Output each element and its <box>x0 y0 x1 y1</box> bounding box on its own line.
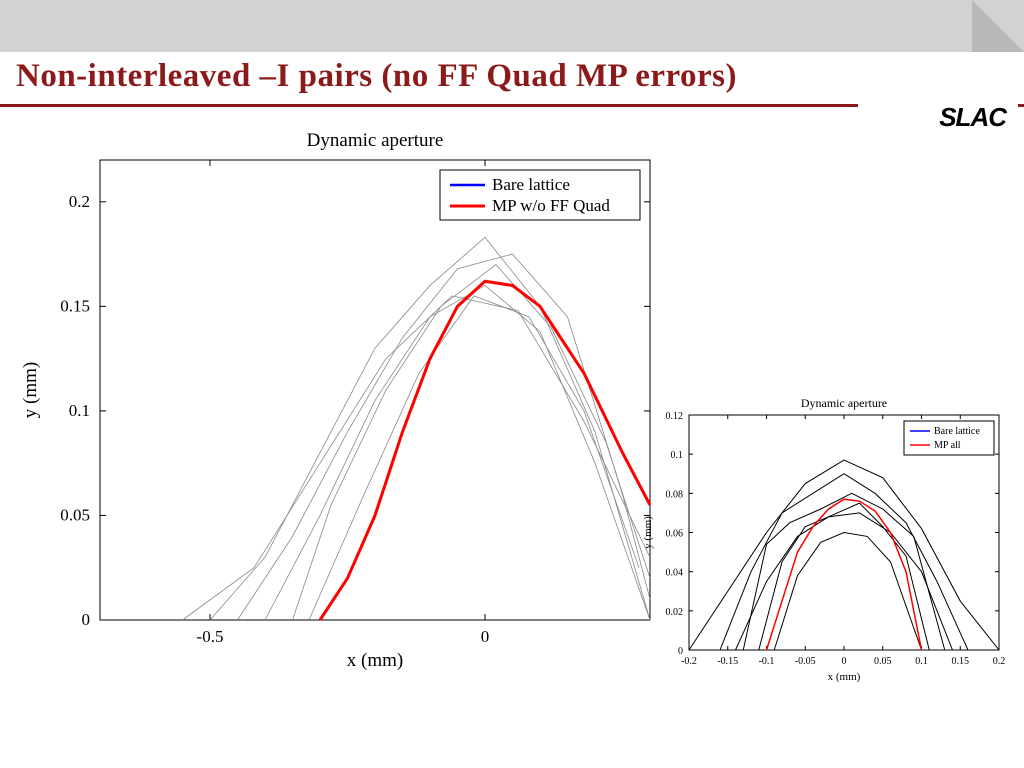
slac-logo: SLAC <box>939 102 1006 133</box>
svg-text:Dynamic aperture: Dynamic aperture <box>307 130 444 151</box>
svg-text:0.1: 0.1 <box>671 450 684 461</box>
header-bar <box>0 0 1024 52</box>
svg-text:0: 0 <box>82 610 91 629</box>
svg-text:0.02: 0.02 <box>666 607 684 618</box>
svg-text:MP all: MP all <box>934 440 961 451</box>
header-chevron <box>972 0 1024 52</box>
svg-text:y (mm): y (mm) <box>642 516 654 549</box>
svg-text:0.05: 0.05 <box>60 505 90 524</box>
svg-text:0.2: 0.2 <box>69 192 90 211</box>
svg-text:0.12: 0.12 <box>666 411 684 422</box>
page-title: Non-interleaved –I pairs (no FF Quad MP … <box>16 58 737 95</box>
inset-chart: -0.2 -0.15 -0.1 -0.05 0 0.05 0.1 0.15 0.2 0 0.02 0.… <box>634 390 1014 690</box>
svg-text:0.05: 0.05 <box>874 656 892 667</box>
svg-text:0.1: 0.1 <box>915 656 928 667</box>
svg-text:-0.2: -0.2 <box>681 656 697 667</box>
svg-text:0.2: 0.2 <box>993 656 1006 667</box>
svg-text:Bare lattice: Bare lattice <box>492 175 570 194</box>
svg-text:0.15: 0.15 <box>952 656 970 667</box>
svg-text:x (mm): x (mm) <box>828 671 861 683</box>
svg-text:-0.15: -0.15 <box>717 656 738 667</box>
svg-text:Bare lattice: Bare lattice <box>934 426 980 437</box>
svg-text:y (mm): y (mm) <box>20 362 41 418</box>
svg-text:0.06: 0.06 <box>666 529 684 540</box>
svg-text:MP w/o FF Quad: MP w/o FF Quad <box>492 196 610 215</box>
svg-text:Dynamic aperture: Dynamic aperture <box>801 396 887 410</box>
svg-text:-0.1: -0.1 <box>759 656 775 667</box>
svg-text:x (mm): x (mm) <box>347 650 403 671</box>
svg-text:-0.05: -0.05 <box>795 656 816 667</box>
svg-text:0.08: 0.08 <box>666 489 684 500</box>
svg-text:0.1: 0.1 <box>69 401 90 420</box>
svg-text:-0.5: -0.5 <box>197 627 224 646</box>
svg-text:0: 0 <box>842 656 847 667</box>
main-chart: -0.5 0 0 0.05 0.1 0.15 0.2 Dynamic aperture x (m… <box>10 120 670 680</box>
svg-text:0.04: 0.04 <box>666 568 684 579</box>
svg-text:0.15: 0.15 <box>60 296 90 315</box>
svg-text:0: 0 <box>678 646 683 657</box>
svg-text:0: 0 <box>481 627 490 646</box>
